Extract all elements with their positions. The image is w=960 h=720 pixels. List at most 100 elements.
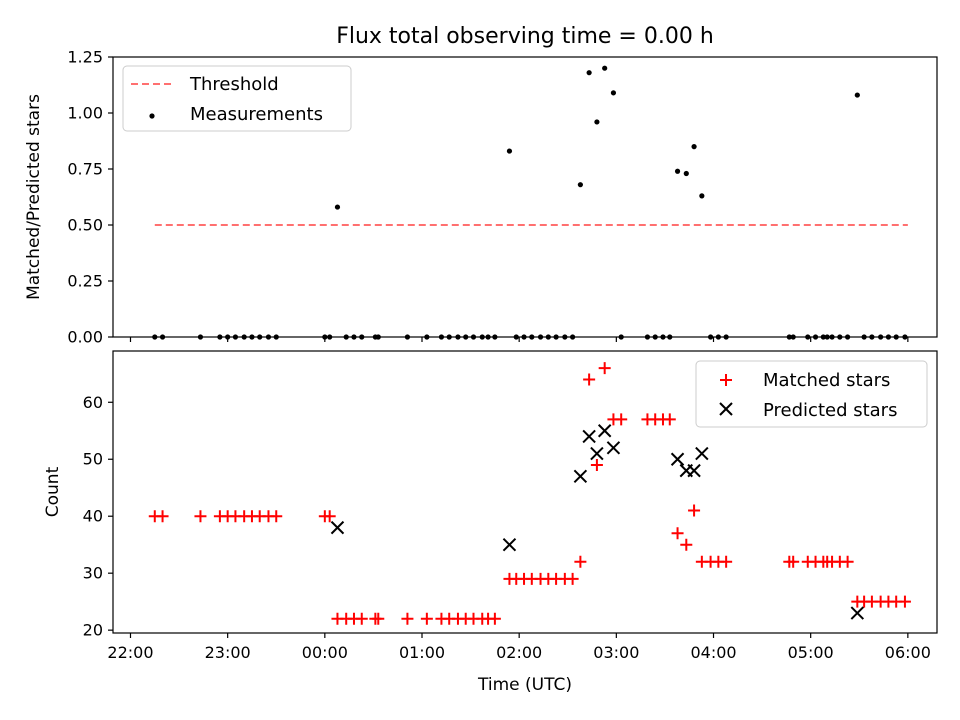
x-tick-label: 22:00 (107, 643, 153, 662)
bottom-y-tick-label: 50 (83, 450, 103, 469)
measurement-point (537, 334, 544, 340)
matched-star-point (323, 510, 336, 523)
matched-star-point (401, 612, 414, 625)
matched-star-point (270, 510, 283, 523)
chart-title: Flux total observing time = 0.00 h (336, 24, 714, 49)
top-y-tick-label: 0.50 (67, 216, 103, 235)
measurement-point (805, 334, 811, 340)
matched-star-point (787, 555, 800, 568)
measurement-point (217, 334, 223, 340)
predicted-star-point (597, 424, 612, 438)
measurement-point (699, 193, 705, 199)
top-y-tick-label: 0.25 (67, 272, 103, 291)
measurement-point (334, 204, 341, 210)
measurement-point (232, 334, 239, 340)
measurement-point (845, 334, 851, 340)
matched-star-point (688, 504, 701, 517)
measurement-point (861, 334, 867, 340)
measurement-point (691, 144, 697, 150)
measurement-point (463, 334, 469, 340)
measurement-point (610, 90, 617, 96)
measurement-point (902, 334, 908, 340)
measurement-point (652, 334, 658, 340)
measurement-point (249, 334, 255, 340)
measurement-point (455, 334, 461, 340)
bottom-y-tick-label: 40 (83, 507, 103, 526)
measurement-point (485, 334, 491, 340)
measurement-point (265, 334, 272, 340)
measurement-point (273, 334, 279, 340)
x-tick-label: 00:00 (302, 643, 348, 662)
measurement-point (446, 334, 452, 340)
measurement-point (674, 168, 681, 174)
matched-star-point (615, 413, 628, 426)
x-tick-label: 01:00 (399, 643, 445, 662)
measurement-point (824, 334, 830, 340)
measurement-point (375, 334, 381, 340)
measurement-point (506, 148, 513, 154)
predicted-star-point (582, 429, 596, 444)
top-y-axis-label: Matched/Predicted stars (24, 94, 44, 300)
measurement-point (513, 334, 519, 340)
matched-star-point (898, 595, 911, 608)
matched-star-point (841, 555, 854, 568)
measurement-point (159, 334, 166, 340)
x-tick-label: 23:00 (205, 643, 251, 662)
measurement-point (570, 334, 576, 340)
matched-star-point (372, 612, 385, 625)
predicted-star-point (606, 441, 621, 455)
measurement-point (602, 65, 608, 71)
measurement-point (715, 334, 721, 340)
x-tick-label: 04:00 (690, 643, 736, 662)
predicted-star-point (330, 520, 345, 535)
predicted-star-point (590, 446, 604, 461)
matched-star-point (720, 555, 733, 568)
matched-star-point (156, 510, 169, 523)
matched-star-point (583, 373, 596, 386)
measurement-point (152, 334, 158, 340)
matched-star-point (574, 555, 587, 568)
measurement-point (786, 334, 792, 340)
bottom-y-tick-label: 30 (83, 564, 103, 583)
x-tick-label: 05:00 (788, 643, 834, 662)
measurement-point (241, 334, 247, 340)
legend-predicted-label: Predicted stars (763, 400, 897, 421)
legend-threshold-label: Threshold (189, 74, 279, 95)
measurement-point (257, 334, 263, 340)
matched-star-point (671, 527, 684, 540)
measurement-point (225, 334, 231, 340)
predicted-star-point (695, 446, 709, 461)
matched-star-point (566, 572, 579, 585)
measurement-point (470, 334, 477, 340)
top-y-tick-label: 0.75 (67, 160, 103, 179)
measurement-point (594, 119, 600, 125)
legend-measurements-swatch (149, 113, 155, 119)
legend-predicted-swatch (719, 402, 733, 416)
measurement-point (359, 334, 365, 340)
measurement-point (521, 334, 527, 340)
measurement-point (553, 334, 559, 340)
measurement-point (322, 334, 328, 340)
measurement-point (707, 334, 714, 340)
measurement-point (660, 334, 666, 340)
measurement-point (790, 334, 796, 340)
measurement-point (837, 334, 843, 340)
matched-star-point (420, 612, 433, 625)
bottom-y-tick-label: 60 (83, 393, 103, 412)
measurement-point (723, 334, 729, 340)
predicted-star-point (687, 463, 701, 478)
x-tick-label: 06:00 (885, 643, 931, 662)
top-legend: Threshold Measurements (122, 65, 352, 132)
measurement-point (885, 334, 892, 340)
measurement-point (577, 182, 583, 188)
x-axis-label: Time (UTC) (477, 675, 572, 695)
measurement-point (529, 334, 535, 340)
predicted-star-point (573, 469, 588, 484)
top-y-tick-label: 1.00 (67, 104, 103, 123)
measurement-point (492, 334, 498, 340)
top-legend-box (122, 65, 352, 132)
predicted-star-point (670, 452, 685, 466)
measurement-point (438, 334, 445, 340)
bottom-legend: Matched stars Predicted stars (695, 360, 928, 428)
